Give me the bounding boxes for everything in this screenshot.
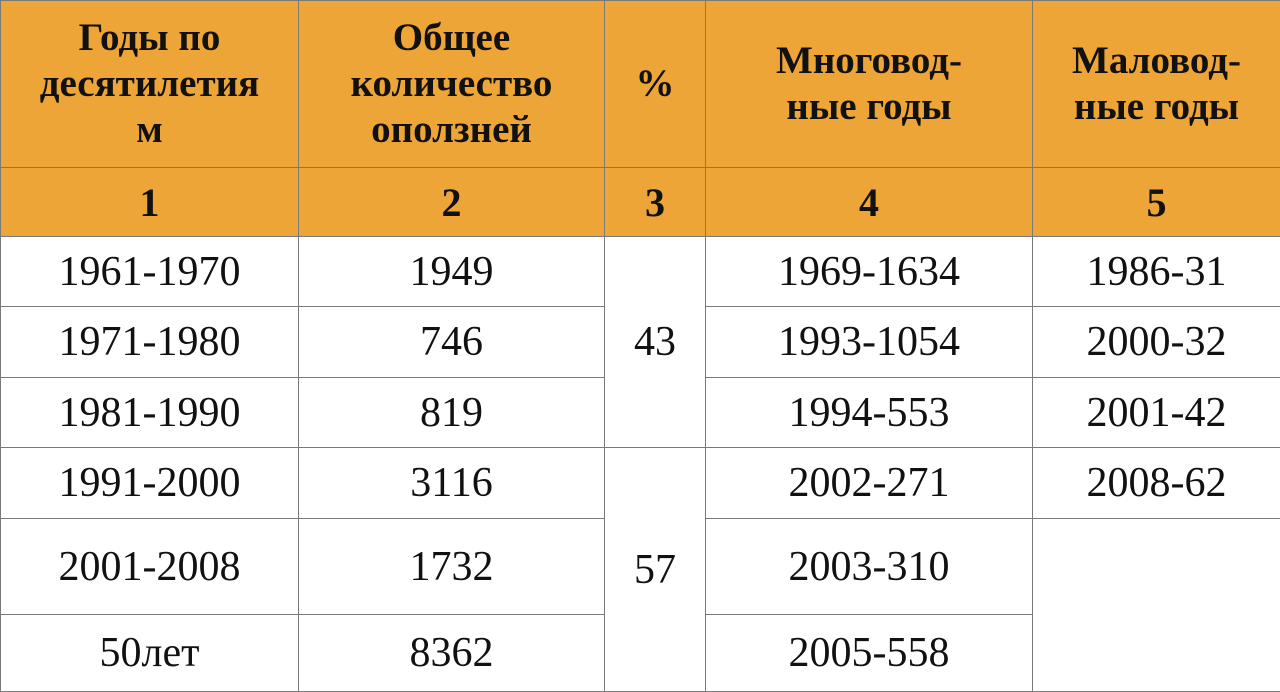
column-number-row: 1 2 3 4 5 bbox=[1, 168, 1280, 237]
low-water-cell: 1986-31 bbox=[1033, 237, 1280, 307]
period-cell: 50лет bbox=[1, 615, 299, 692]
total-cell: 746 bbox=[299, 307, 605, 378]
header-decades-line-3: м bbox=[136, 108, 163, 151]
high-water-cell: 2002-271 bbox=[706, 448, 1033, 519]
header-decades: Годы по десятилетия м bbox=[1, 1, 299, 168]
period-cell: 1961-1970 bbox=[1, 237, 299, 307]
total-cell: 1949 bbox=[299, 237, 605, 307]
low-water-cell: 2000-32 bbox=[1033, 307, 1280, 378]
percent-cell: 57 bbox=[605, 448, 706, 692]
header-total-line-2: количество bbox=[351, 62, 553, 105]
total-cell: 1732 bbox=[299, 519, 605, 615]
total-cell: 819 bbox=[299, 378, 605, 448]
column-number: 2 bbox=[299, 168, 605, 237]
header-percent-line-1: % bbox=[636, 62, 675, 105]
header-low-water-line-1: Маловод- bbox=[1072, 39, 1241, 82]
high-water-cell: 1993-1054 bbox=[706, 307, 1033, 378]
header-total-landslides: Общее количество оползней bbox=[299, 1, 605, 168]
header-low-water-line-2: ные годы bbox=[1074, 85, 1239, 128]
period-cell: 2001-2008 bbox=[1, 519, 299, 615]
column-number: 1 bbox=[1, 168, 299, 237]
header-row: Годы по десятилетия м Общее количество о… bbox=[1, 1, 1280, 168]
low-water-cell: 2001-42 bbox=[1033, 378, 1280, 448]
header-percent: % bbox=[605, 1, 706, 168]
percent-cell: 43 bbox=[605, 237, 706, 448]
header-total-line-1: Общее bbox=[393, 16, 510, 59]
total-cell: 8362 bbox=[299, 615, 605, 692]
period-cell: 1981-1990 bbox=[1, 378, 299, 448]
column-number: 3 bbox=[605, 168, 706, 237]
low-water-cell: 2008-62 bbox=[1033, 448, 1280, 519]
header-high-water-line-1: Многовод- bbox=[776, 39, 962, 82]
total-cell: 3116 bbox=[299, 448, 605, 519]
period-cell: 1991-2000 bbox=[1, 448, 299, 519]
high-water-cell: 2003-310 bbox=[706, 519, 1033, 615]
header-decades-line-1: Годы по bbox=[79, 16, 221, 59]
header-total-line-3: оползней bbox=[371, 108, 532, 151]
column-number: 4 bbox=[706, 168, 1033, 237]
table-row: 1991-2000 3116 57 2002-271 2008-62 bbox=[1, 448, 1280, 519]
column-number: 5 bbox=[1033, 168, 1280, 237]
table-row: 1961-1970 1949 43 1969-1634 1986-31 bbox=[1, 237, 1280, 307]
header-high-water-line-2: ные годы bbox=[786, 85, 951, 128]
high-water-cell: 2005-558 bbox=[706, 615, 1033, 692]
low-water-cell bbox=[1033, 519, 1280, 692]
header-low-water-years: Маловод- ные годы bbox=[1033, 1, 1280, 168]
header-decades-line-2: десятилетия bbox=[40, 62, 259, 105]
high-water-cell: 1969-1634 bbox=[706, 237, 1033, 307]
period-cell: 1971-1980 bbox=[1, 307, 299, 378]
high-water-cell: 1994-553 bbox=[706, 378, 1033, 448]
header-high-water-years: Многовод- ные годы bbox=[706, 1, 1033, 168]
